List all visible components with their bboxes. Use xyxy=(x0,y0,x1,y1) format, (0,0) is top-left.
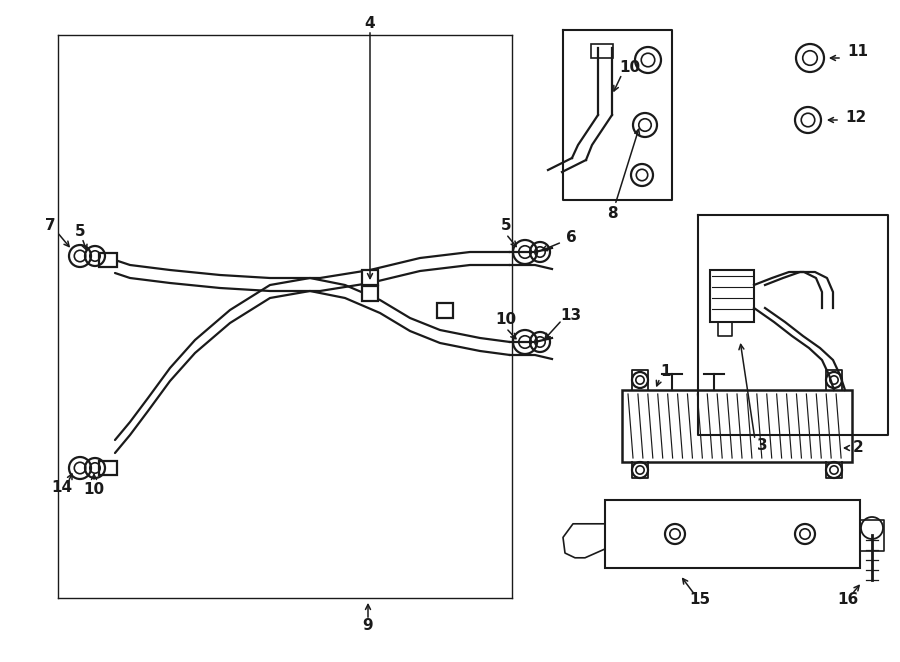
Text: 5: 5 xyxy=(75,224,86,240)
Bar xyxy=(99,253,117,267)
Text: 4: 4 xyxy=(364,17,375,32)
Text: 5: 5 xyxy=(500,218,511,234)
Bar xyxy=(362,285,378,301)
Text: 1: 1 xyxy=(661,365,671,379)
Text: 8: 8 xyxy=(607,205,617,220)
Text: 10: 10 xyxy=(84,483,104,498)
Text: 7: 7 xyxy=(45,218,55,232)
Text: 15: 15 xyxy=(689,592,711,608)
Text: 14: 14 xyxy=(51,481,73,495)
Text: 12: 12 xyxy=(845,111,867,126)
Text: 2: 2 xyxy=(852,440,863,455)
Text: 16: 16 xyxy=(837,592,859,608)
Text: 10: 10 xyxy=(495,312,517,328)
Bar xyxy=(605,500,860,568)
Bar xyxy=(710,270,754,322)
Text: 9: 9 xyxy=(363,618,374,632)
Text: 10: 10 xyxy=(619,60,641,75)
Bar xyxy=(437,303,453,318)
Bar xyxy=(622,390,852,462)
Text: 11: 11 xyxy=(848,44,868,60)
Bar xyxy=(99,461,117,475)
Circle shape xyxy=(861,517,883,539)
Text: 6: 6 xyxy=(565,230,576,246)
Bar xyxy=(362,269,378,285)
Text: 13: 13 xyxy=(561,308,581,324)
Bar xyxy=(591,44,613,58)
Text: 3: 3 xyxy=(757,438,768,453)
